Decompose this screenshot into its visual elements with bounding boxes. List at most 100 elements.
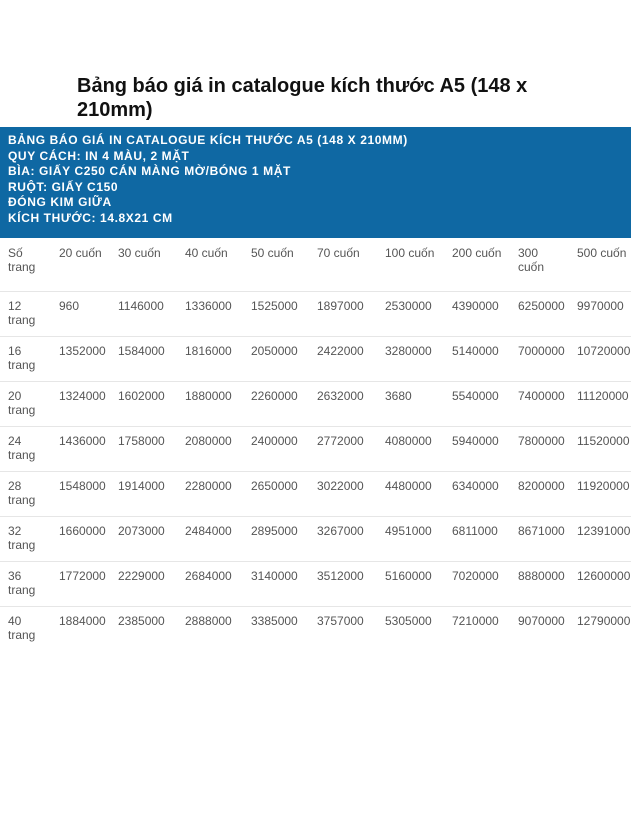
header-line-title: BẢNG BÁO GIÁ IN CATALOGUE KÍCH THƯỚC A5 … <box>8 133 408 147</box>
price-cell: 4390000 <box>452 298 499 313</box>
price-cell: 12391000 <box>577 523 631 538</box>
price-cell: 2772000 <box>317 433 364 448</box>
table-row: 28 trang 1548000 1914000 2280000 2650000 3022… <box>0 471 631 516</box>
price-cell: 4480000 <box>385 478 432 493</box>
price-cell: 6811000 <box>452 523 498 538</box>
price-cell: 1914000 <box>118 478 165 493</box>
column-header: Số trang <box>8 246 36 274</box>
price-cell: 8671000 <box>518 523 565 538</box>
price-cell: 6250000 <box>518 298 565 313</box>
price-cell: 1880000 <box>185 388 232 403</box>
price-cell: 6340000 <box>452 478 499 493</box>
price-cell: 8880000 <box>518 568 565 583</box>
price-cell: 5140000 <box>452 343 499 358</box>
price-cell: 1584000 <box>118 343 165 358</box>
page-title: Bảng báo giá in catalogue kích thước A5 … <box>77 75 528 121</box>
price-cell: 1352000 <box>59 343 106 358</box>
price-cell: 2422000 <box>317 343 364 358</box>
table-row: 24 trang 1436000 1758000 2080000 2400000 2772… <box>0 426 631 471</box>
price-cell: 7020000 <box>452 568 499 583</box>
price-cell: 1436000 <box>59 433 106 448</box>
page-count-cell: 20 trang <box>8 388 36 417</box>
table-row: 36 trang 1772000 2229000 2684000 3140000 3512… <box>0 561 631 606</box>
page-count-cell: 28 trang <box>8 478 36 507</box>
table-row: 32 trang 1660000 2073000 2484000 2895000 3267… <box>0 516 631 561</box>
price-cell: 3757000 <box>317 613 364 628</box>
header-line-spec: QUY CÁCH: IN 4 MÀU, 2 MẶT <box>8 148 190 163</box>
price-cell: 2632000 <box>317 388 364 403</box>
table-body: 12 trang 960 1146000 1336000 1525000 1897000 2… <box>0 291 631 651</box>
price-cell: 1146000 <box>118 298 164 313</box>
price-cell: 8200000 <box>518 478 565 493</box>
price-cell: 2684000 <box>185 568 232 583</box>
page-count-cell: 24 trang <box>8 433 36 462</box>
price-cell: 1602000 <box>118 388 165 403</box>
header-line-inner-paper: RUỘT: GIẤY C150 <box>8 179 119 194</box>
page-count-cell: 12 trang <box>8 298 36 327</box>
price-cell: 1758000 <box>118 433 165 448</box>
price-cell: 12790000 <box>577 613 631 628</box>
price-cell: 1897000 <box>317 298 364 313</box>
table-row: 20 trang 1324000 1602000 1880000 2260000 2632… <box>0 381 631 426</box>
price-cell: 2073000 <box>118 523 165 538</box>
price-cell: 2895000 <box>251 523 298 538</box>
page-count-cell: 40 trang <box>8 613 36 642</box>
price-cell: 2280000 <box>185 478 232 493</box>
column-header: 200 cuốn <box>452 246 502 260</box>
page-count-cell: 36 trang <box>8 568 36 597</box>
price-cell: 2400000 <box>251 433 298 448</box>
price-cell: 1336000 <box>185 298 232 313</box>
price-cell: 2888000 <box>185 613 232 628</box>
price-cell: 4080000 <box>385 433 432 448</box>
price-cell: 7000000 <box>518 343 565 358</box>
table-header-row: Số trang 20 cuốn 30 cuốn 40 cuốn 50 cuốn… <box>0 239 631 291</box>
spec-header-box: BẢNG BÁO GIÁ IN CATALOGUE KÍCH THƯỚC A5 … <box>0 127 631 238</box>
header-line-size: KÍCH THƯỚC: 14.8X21 CM <box>8 210 173 225</box>
price-cell: 11120000 <box>577 388 629 403</box>
price-cell: 1772000 <box>59 568 106 583</box>
price-cell: 7400000 <box>518 388 565 403</box>
price-table: Số trang 20 cuốn 30 cuốn 40 cuốn 50 cuốn… <box>0 239 631 651</box>
table-row: 12 trang 960 1146000 1336000 1525000 1897000 2… <box>0 291 631 336</box>
price-cell: 2080000 <box>185 433 232 448</box>
column-header: 70 cuốn <box>317 246 360 260</box>
price-cell: 2385000 <box>118 613 165 628</box>
table-row: 16 trang 1352000 1584000 1816000 2050000 2422… <box>0 336 631 381</box>
column-header: 30 cuốn <box>118 246 161 260</box>
price-cell: 2650000 <box>251 478 298 493</box>
column-header: 50 cuốn <box>251 246 294 260</box>
column-header: 40 cuốn <box>185 246 228 260</box>
price-cell: 12600000 <box>577 568 631 583</box>
price-cell: 3385000 <box>251 613 298 628</box>
price-cell: 1660000 <box>59 523 106 538</box>
price-cell: 3680 <box>385 388 412 403</box>
price-cell: 11920000 <box>577 478 630 493</box>
price-cell: 7210000 <box>452 613 499 628</box>
price-cell: 1548000 <box>59 478 106 493</box>
price-cell: 5160000 <box>385 568 432 583</box>
column-header: 300 cuốn <box>518 246 545 274</box>
page-count-cell: 32 trang <box>8 523 36 552</box>
column-header: 20 cuốn <box>59 246 102 260</box>
header-line-cover: BÌA: GIẤY C250 CÁN MÀNG MỜ/BÓNG 1 MẶT <box>8 164 291 178</box>
column-header: 500 cuốn <box>577 246 627 260</box>
column-header: 100 cuốn <box>385 246 435 260</box>
price-cell: 11520000 <box>577 433 630 448</box>
page-count-cell: 16 trang <box>8 343 36 372</box>
price-cell: 5540000 <box>452 388 499 403</box>
price-cell: 3280000 <box>385 343 432 358</box>
price-cell: 960 <box>59 298 80 313</box>
price-cell: 9070000 <box>518 613 565 628</box>
price-cell: 2260000 <box>251 388 298 403</box>
price-cell: 3022000 <box>317 478 364 493</box>
table-row: 40 trang 1884000 2385000 2888000 3385000 3757… <box>0 606 631 651</box>
price-cell: 2484000 <box>185 523 232 538</box>
price-cell: 3140000 <box>251 568 298 583</box>
price-cell: 3267000 <box>317 523 364 538</box>
price-cell: 4951000 <box>385 523 432 538</box>
price-cell: 7800000 <box>518 433 565 448</box>
price-cell: 2530000 <box>385 298 432 313</box>
price-cell: 1324000 <box>59 388 106 403</box>
price-cell: 1816000 <box>185 343 232 358</box>
header-line-binding: ĐÓNG KIM GIỮA <box>8 195 112 209</box>
